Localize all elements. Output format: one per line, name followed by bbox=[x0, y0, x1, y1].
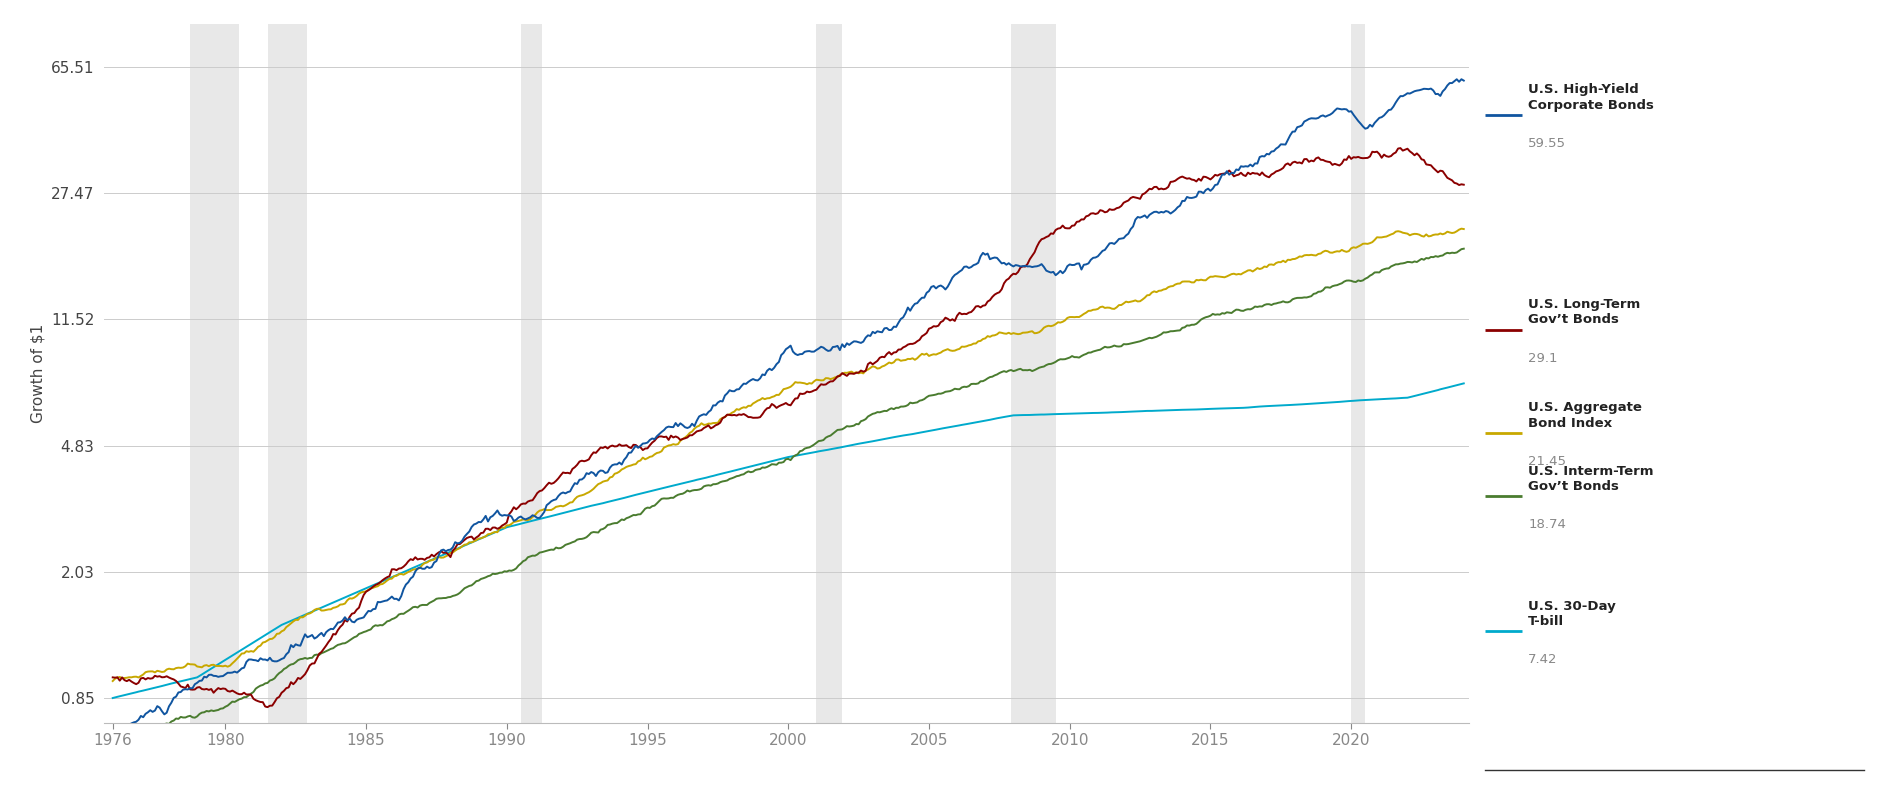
Text: 18.74: 18.74 bbox=[1528, 518, 1566, 531]
Text: U.S. High-Yield
Corporate Bonds: U.S. High-Yield Corporate Bonds bbox=[1528, 83, 1653, 112]
Text: 21.45: 21.45 bbox=[1528, 455, 1566, 468]
Text: U.S. Long-Term
Gov’t Bonds: U.S. Long-Term Gov’t Bonds bbox=[1528, 298, 1640, 326]
Bar bbox=[190, 24, 239, 723]
Bar bbox=[1011, 24, 1056, 723]
Bar bbox=[267, 24, 307, 723]
Text: U.S. Interm-Term
Gov’t Bonds: U.S. Interm-Term Gov’t Bonds bbox=[1528, 464, 1653, 493]
Text: 29.1: 29.1 bbox=[1528, 352, 1559, 364]
Bar bbox=[521, 24, 542, 723]
Text: 7.42: 7.42 bbox=[1528, 653, 1559, 666]
Text: U.S. Aggregate
Bond Index: U.S. Aggregate Bond Index bbox=[1528, 401, 1642, 430]
Bar bbox=[817, 24, 842, 723]
Text: U.S. 30-Day
T-bill: U.S. 30-Day T-bill bbox=[1528, 599, 1615, 628]
Bar bbox=[1352, 24, 1365, 723]
Text: 59.55: 59.55 bbox=[1528, 137, 1566, 150]
Y-axis label: Growth of $1: Growth of $1 bbox=[30, 324, 46, 422]
